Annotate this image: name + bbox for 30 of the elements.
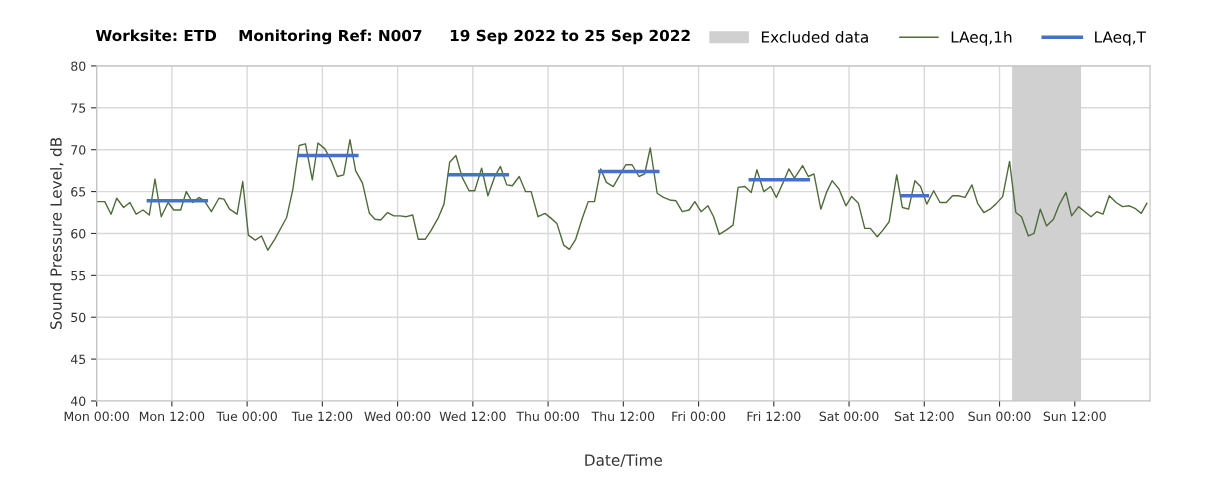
legend-label: LAeq,T bbox=[1095, 31, 1146, 46]
legend-label: Excluded data bbox=[761, 30, 868, 43]
y-tick-label: 75 bbox=[71, 103, 86, 113]
legend-label: LAeq,1h bbox=[951, 30, 1012, 46]
line-series bbox=[97, 138, 1148, 251]
x-tick-label: Wed 12:00 bbox=[439, 411, 506, 422]
x-tick-label: Tue 12:00 bbox=[291, 411, 353, 422]
x-tick-label: Wed 00:00 bbox=[364, 411, 431, 422]
y-tick-label: 60 bbox=[71, 228, 86, 239]
x-tick-label: Mon 00:00 bbox=[64, 411, 129, 422]
y-tick-label: 50 bbox=[71, 312, 86, 323]
x-tick-label: Thu 12:00 bbox=[591, 411, 655, 422]
y-tick-label: 70 bbox=[71, 145, 86, 155]
x-tick-label: Fri 12:00 bbox=[747, 411, 801, 422]
x-tick-label: Sat 12:00 bbox=[894, 411, 954, 422]
x-tick-label: Thu 00:00 bbox=[516, 411, 579, 422]
x-tick-label: Sat 00:00 bbox=[819, 411, 879, 422]
y-tick-label: 40 bbox=[70, 396, 86, 406]
y-tick-label: 45 bbox=[70, 354, 86, 365]
y-tick-label: 65 bbox=[71, 187, 86, 197]
x-tick-label: Mon 12:00 bbox=[139, 411, 205, 422]
x-tick-label: Sun 12:00 bbox=[1043, 411, 1106, 422]
y-axis-title: Sound Pressure Level, dB bbox=[49, 137, 64, 330]
x-tick-label: Fri 00:00 bbox=[672, 411, 726, 422]
y-tick-label: 80 bbox=[71, 61, 86, 71]
y-tick-label: 55 bbox=[71, 270, 86, 281]
x-tick-label: Tue 00:00 bbox=[216, 411, 277, 422]
x-axis-title: Date/Time bbox=[585, 454, 663, 468]
x-tick-label: Sun 00:00 bbox=[968, 411, 1031, 422]
chart-title: Worksite: ETD Monitoring Ref: N007 19 Sep 2022 to 25 Sep 2022 bbox=[95, 29, 690, 45]
